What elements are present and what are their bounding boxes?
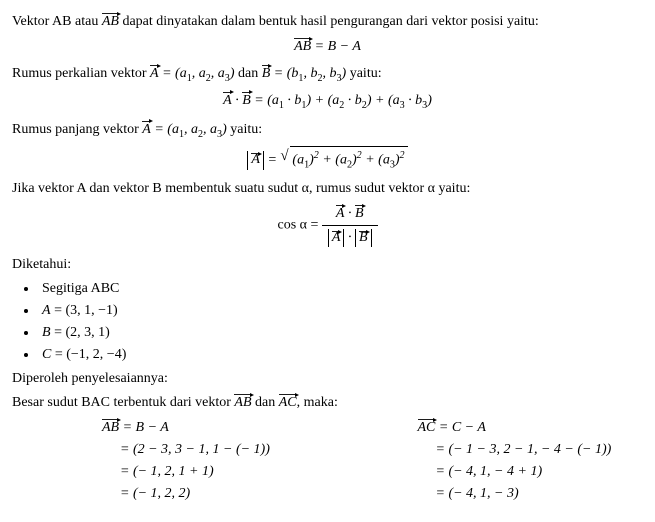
vec-ab: AB [102, 11, 119, 32]
eq-cos-alpha: cos α = A ∙ BA ∙ B [12, 203, 643, 248]
t: ∙ [344, 206, 355, 221]
heading-diketahui: Diketahui: [12, 254, 643, 275]
t: + (a [362, 152, 390, 167]
para-dot-product-intro: Rumus perkalian vektor A = (a1, a2, a3) … [12, 63, 643, 86]
text: yaitu: [227, 122, 262, 137]
t: ∙ [344, 230, 355, 245]
t: = (a [251, 93, 279, 108]
calc-columns: AB = B − A = (2 − 3, 3 − 1, 1 − (− 1)) =… [12, 416, 643, 505]
vec-ac: AC [279, 392, 297, 413]
t: = (−1, 2, −4) [51, 347, 126, 362]
list-item: C = (−1, 2, −4) [38, 344, 643, 365]
vec-a: A [251, 151, 260, 169]
vec-b: B [262, 63, 271, 84]
t: , a [184, 122, 198, 137]
vec-b: B [355, 203, 364, 224]
text: Vektor AB atau [12, 14, 102, 29]
t: = (a [151, 122, 179, 137]
calc-line: = (− 1, 2, 2) [12, 483, 328, 504]
text: Rumus perkalian vektor [12, 66, 150, 81]
vec-a: A [332, 229, 341, 247]
vec-ab: AB [294, 36, 311, 57]
t: = [264, 152, 280, 167]
vec-a: A [142, 119, 151, 140]
t: , a [211, 66, 225, 81]
text: , maka: [297, 395, 338, 410]
vec-ab: AB [102, 417, 119, 438]
t: (a [292, 152, 304, 167]
text: yaitu: [346, 66, 381, 81]
para-angle-intro: Jika vektor A dan vektor B membentuk sua… [12, 178, 643, 199]
t: ) + (a [367, 93, 400, 108]
para-magnitude-intro: Rumus panjang vektor A = (a1, a2, a3) ya… [12, 119, 643, 142]
given-list: Segitiga ABC A = (3, 1, −1) B = (2, 3, 1… [38, 278, 643, 365]
t: , b [323, 66, 337, 81]
text: dapat dinyatakan dalam bentuk hasil peng… [119, 14, 539, 29]
t: ∙ b [284, 93, 302, 108]
text: Besar sudut BAC terbentuk dari vektor [12, 395, 234, 410]
t: = (2, 3, 1) [51, 325, 110, 340]
eq-magnitude: A = (a1)2 + (a2)2 + (a3)2 [12, 146, 643, 173]
eq-ab-eq-b-minus-a: AB = B − A [12, 36, 643, 57]
calc-line: = (2 − 3, 3 − 1, 1 − (− 1)) [12, 439, 328, 460]
text: dan [235, 66, 262, 81]
t: + (a [319, 152, 347, 167]
t: ∙ b [344, 93, 362, 108]
t: C [42, 347, 51, 362]
eq-dot-product: A ∙ B = (a1 ∙ b1) + (a2 ∙ b2) + (a3 ∙ b3… [12, 90, 643, 113]
t: ∙ [232, 93, 243, 108]
calc-line: = (− 1, 2, 1 + 1) [12, 461, 328, 482]
t: B [42, 325, 51, 340]
vec-a: A [336, 203, 345, 224]
t: ) [427, 93, 432, 108]
list-item: B = (2, 3, 1) [38, 322, 643, 343]
vec-b: B [359, 229, 368, 247]
para-vector-ab-intro: Vektor AB atau AB dapat dinyatakan dalam… [12, 11, 643, 32]
list-item: Segitiga ABC [38, 278, 643, 299]
col-ac: AC = C − A = (− 1 − 3, 2 − 1, − 4 − (− 1… [328, 416, 644, 505]
t: = C − A [435, 420, 486, 435]
list-item: A = (3, 1, −1) [38, 300, 643, 321]
para-besar-sudut: Besar sudut BAC terbentuk dari vektor AB… [12, 392, 643, 413]
vec-ab: AB [234, 392, 251, 413]
t: , a [203, 122, 217, 137]
calc-line: = (− 4, 1, − 3) [328, 483, 644, 504]
t: , a [192, 66, 206, 81]
text: Rumus panjang vektor [12, 122, 142, 137]
vec-a: A [150, 63, 159, 84]
t: A [42, 303, 51, 318]
calc-line: AB = B − A [12, 417, 328, 438]
t: ) + (a [306, 93, 339, 108]
calc-line: = (− 4, 1, − 4 + 1) [328, 461, 644, 482]
vec-b: B [242, 90, 251, 111]
col-ab: AB = B − A = (2 − 3, 3 − 1, 1 − (− 1)) =… [12, 416, 328, 505]
t: = B − A [119, 420, 169, 435]
t: = (b [270, 66, 298, 81]
t: , b [303, 66, 317, 81]
t: = (a [159, 66, 187, 81]
heading-diperoleh: Diperoleh penyelesaiannya: [12, 368, 643, 389]
calc-line: = (− 1 − 3, 2 − 1, − 4 − (− 1)) [328, 439, 644, 460]
t: ∙ b [405, 93, 423, 108]
vec-ac: AC [418, 417, 436, 438]
vec-a: A [223, 90, 232, 111]
calc-line: AC = C − A [328, 417, 644, 438]
eq-rhs: = B − A [311, 39, 361, 54]
t: = (3, 1, −1) [51, 303, 118, 318]
t: cos α = [277, 218, 321, 233]
text: dan [252, 395, 279, 410]
